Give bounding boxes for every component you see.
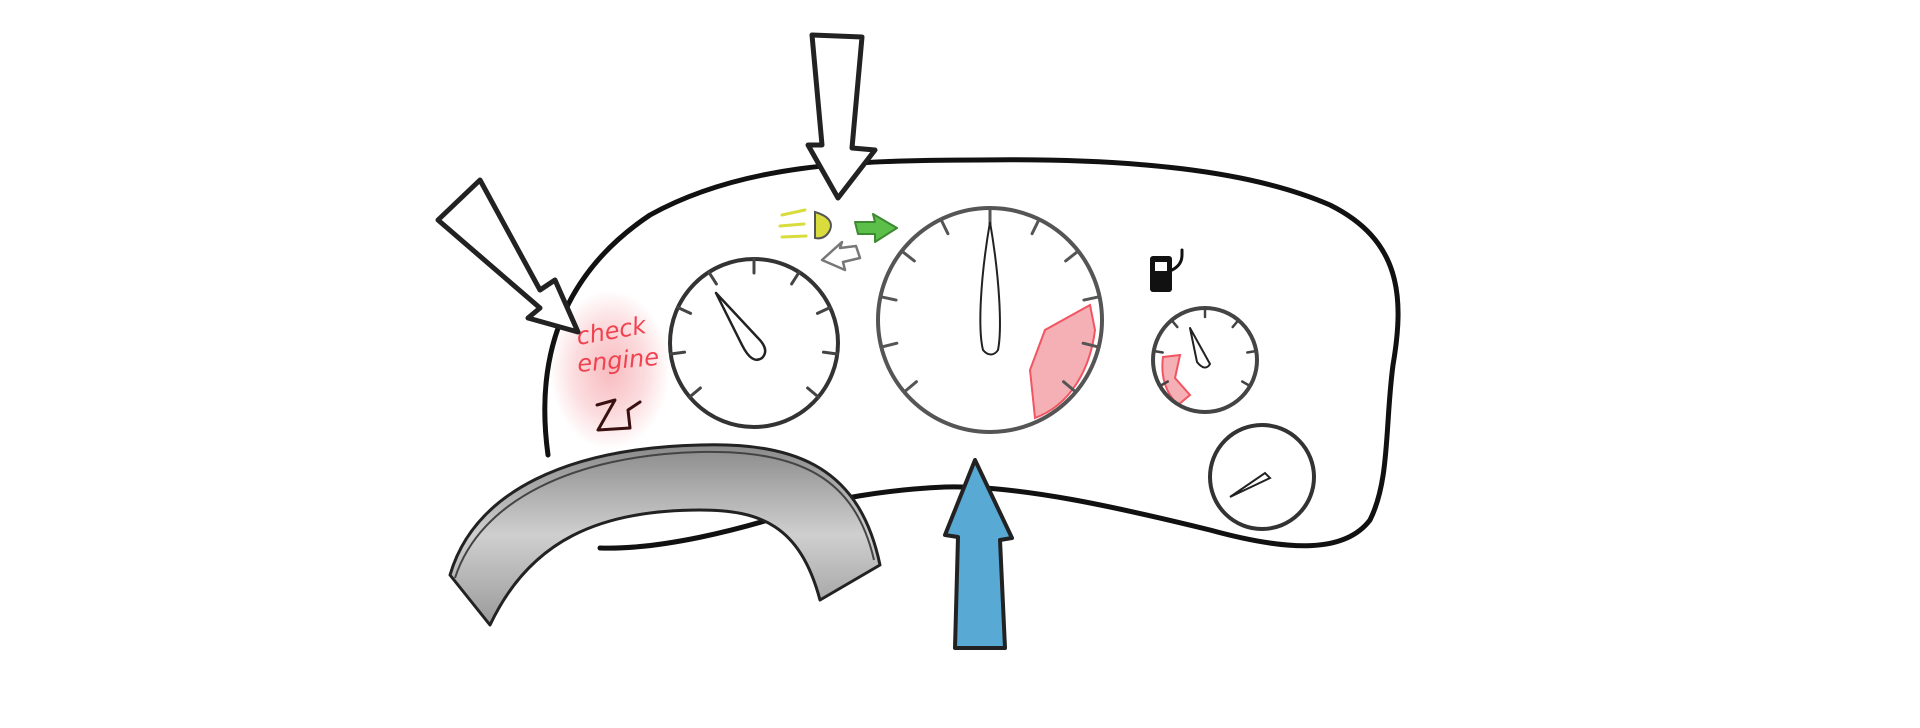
gauge-tick [821, 350, 839, 356]
bottom-gauge [1208, 423, 1316, 531]
bottom-gauge-needle [1229, 471, 1272, 498]
gauge-tick [1246, 349, 1258, 354]
engine-icon [595, 398, 642, 432]
turn-signal-right-icon [854, 213, 898, 243]
turn-signal-left-icon [820, 240, 862, 272]
gauge-tick [878, 295, 898, 302]
gauge-tick [939, 217, 950, 236]
gauge-tick [1231, 318, 1240, 329]
gauge-tick [1082, 295, 1102, 302]
callout-arrow-diagonal [435, 177, 581, 335]
small-gauge-needle [1189, 327, 1211, 369]
gauge-tick [806, 386, 820, 399]
dashboard-outline [542, 157, 1401, 551]
gauge-tick [879, 341, 899, 349]
gauge-tick [1158, 380, 1170, 388]
gauge-tick [669, 350, 687, 356]
center-gauge-needle [979, 221, 1001, 356]
gauge-tick [902, 380, 918, 394]
gauge-tick [900, 249, 916, 263]
check-engine-light: check engine [550, 290, 670, 450]
left-gauge [668, 257, 840, 429]
gauge-tick [1152, 349, 1164, 354]
gauge-tick [1240, 380, 1252, 388]
gauge-tick [1170, 318, 1179, 329]
gauge-tick [815, 306, 832, 315]
fuel-pump-icon [1150, 248, 1184, 292]
small-gauge [1151, 306, 1259, 414]
callout-arrow-down [805, 32, 878, 201]
gauge-tick [1030, 217, 1041, 236]
gauge-tick [688, 386, 702, 399]
center-gauge-redzone [1028, 303, 1097, 420]
callout-arrow-up [943, 458, 1014, 650]
gauge-tick [676, 306, 693, 315]
left-gauge-needle [714, 291, 767, 362]
steering-wheel [448, 443, 882, 627]
gauge-tick [1064, 249, 1080, 263]
gauge-tick [1062, 380, 1078, 394]
small-gauge-redzone [1161, 353, 1192, 407]
center-gauge [876, 206, 1104, 434]
gauge-tick [707, 270, 718, 286]
headlight-icon [778, 208, 832, 240]
gauge-tick [790, 270, 801, 286]
gauge-tick [1081, 341, 1101, 349]
